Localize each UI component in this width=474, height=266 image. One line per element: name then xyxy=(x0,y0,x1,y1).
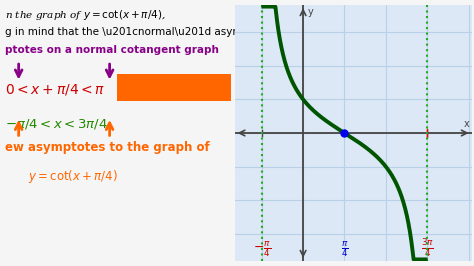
Text: $\frac{\pi}{4}$: $\frac{\pi}{4}$ xyxy=(341,240,348,259)
Text: $\frac{3\pi}{4}$: $\frac{3\pi}{4}$ xyxy=(421,237,434,259)
Text: $0 < x + \pi/4 < \pi$: $0 < x + \pi/4 < \pi$ xyxy=(5,82,105,97)
Bar xyxy=(117,74,231,101)
Text: $-\frac{\pi}{4}$: $-\frac{\pi}{4}$ xyxy=(253,240,271,259)
Text: g in mind that the \u201cnormal\u201d asymptotes: g in mind that the \u201cnormal\u201d as… xyxy=(5,27,275,37)
Text: ptotes on a normal cotangent graph: ptotes on a normal cotangent graph xyxy=(5,45,219,55)
Text: $y = \cot(x + \pi/4)$: $y = \cot(x + \pi/4)$ xyxy=(28,168,118,185)
Text: x: x xyxy=(463,119,469,129)
Text: n the graph of $y = \cot(x + \pi/4)$,: n the graph of $y = \cot(x + \pi/4)$, xyxy=(5,8,165,22)
Text: y: y xyxy=(307,7,313,17)
Text: $-\pi/4 < x < 3\pi/4$: $-\pi/4 < x < 3\pi/4$ xyxy=(5,117,108,131)
Text: ew asymptotes to the graph of: ew asymptotes to the graph of xyxy=(5,141,210,154)
